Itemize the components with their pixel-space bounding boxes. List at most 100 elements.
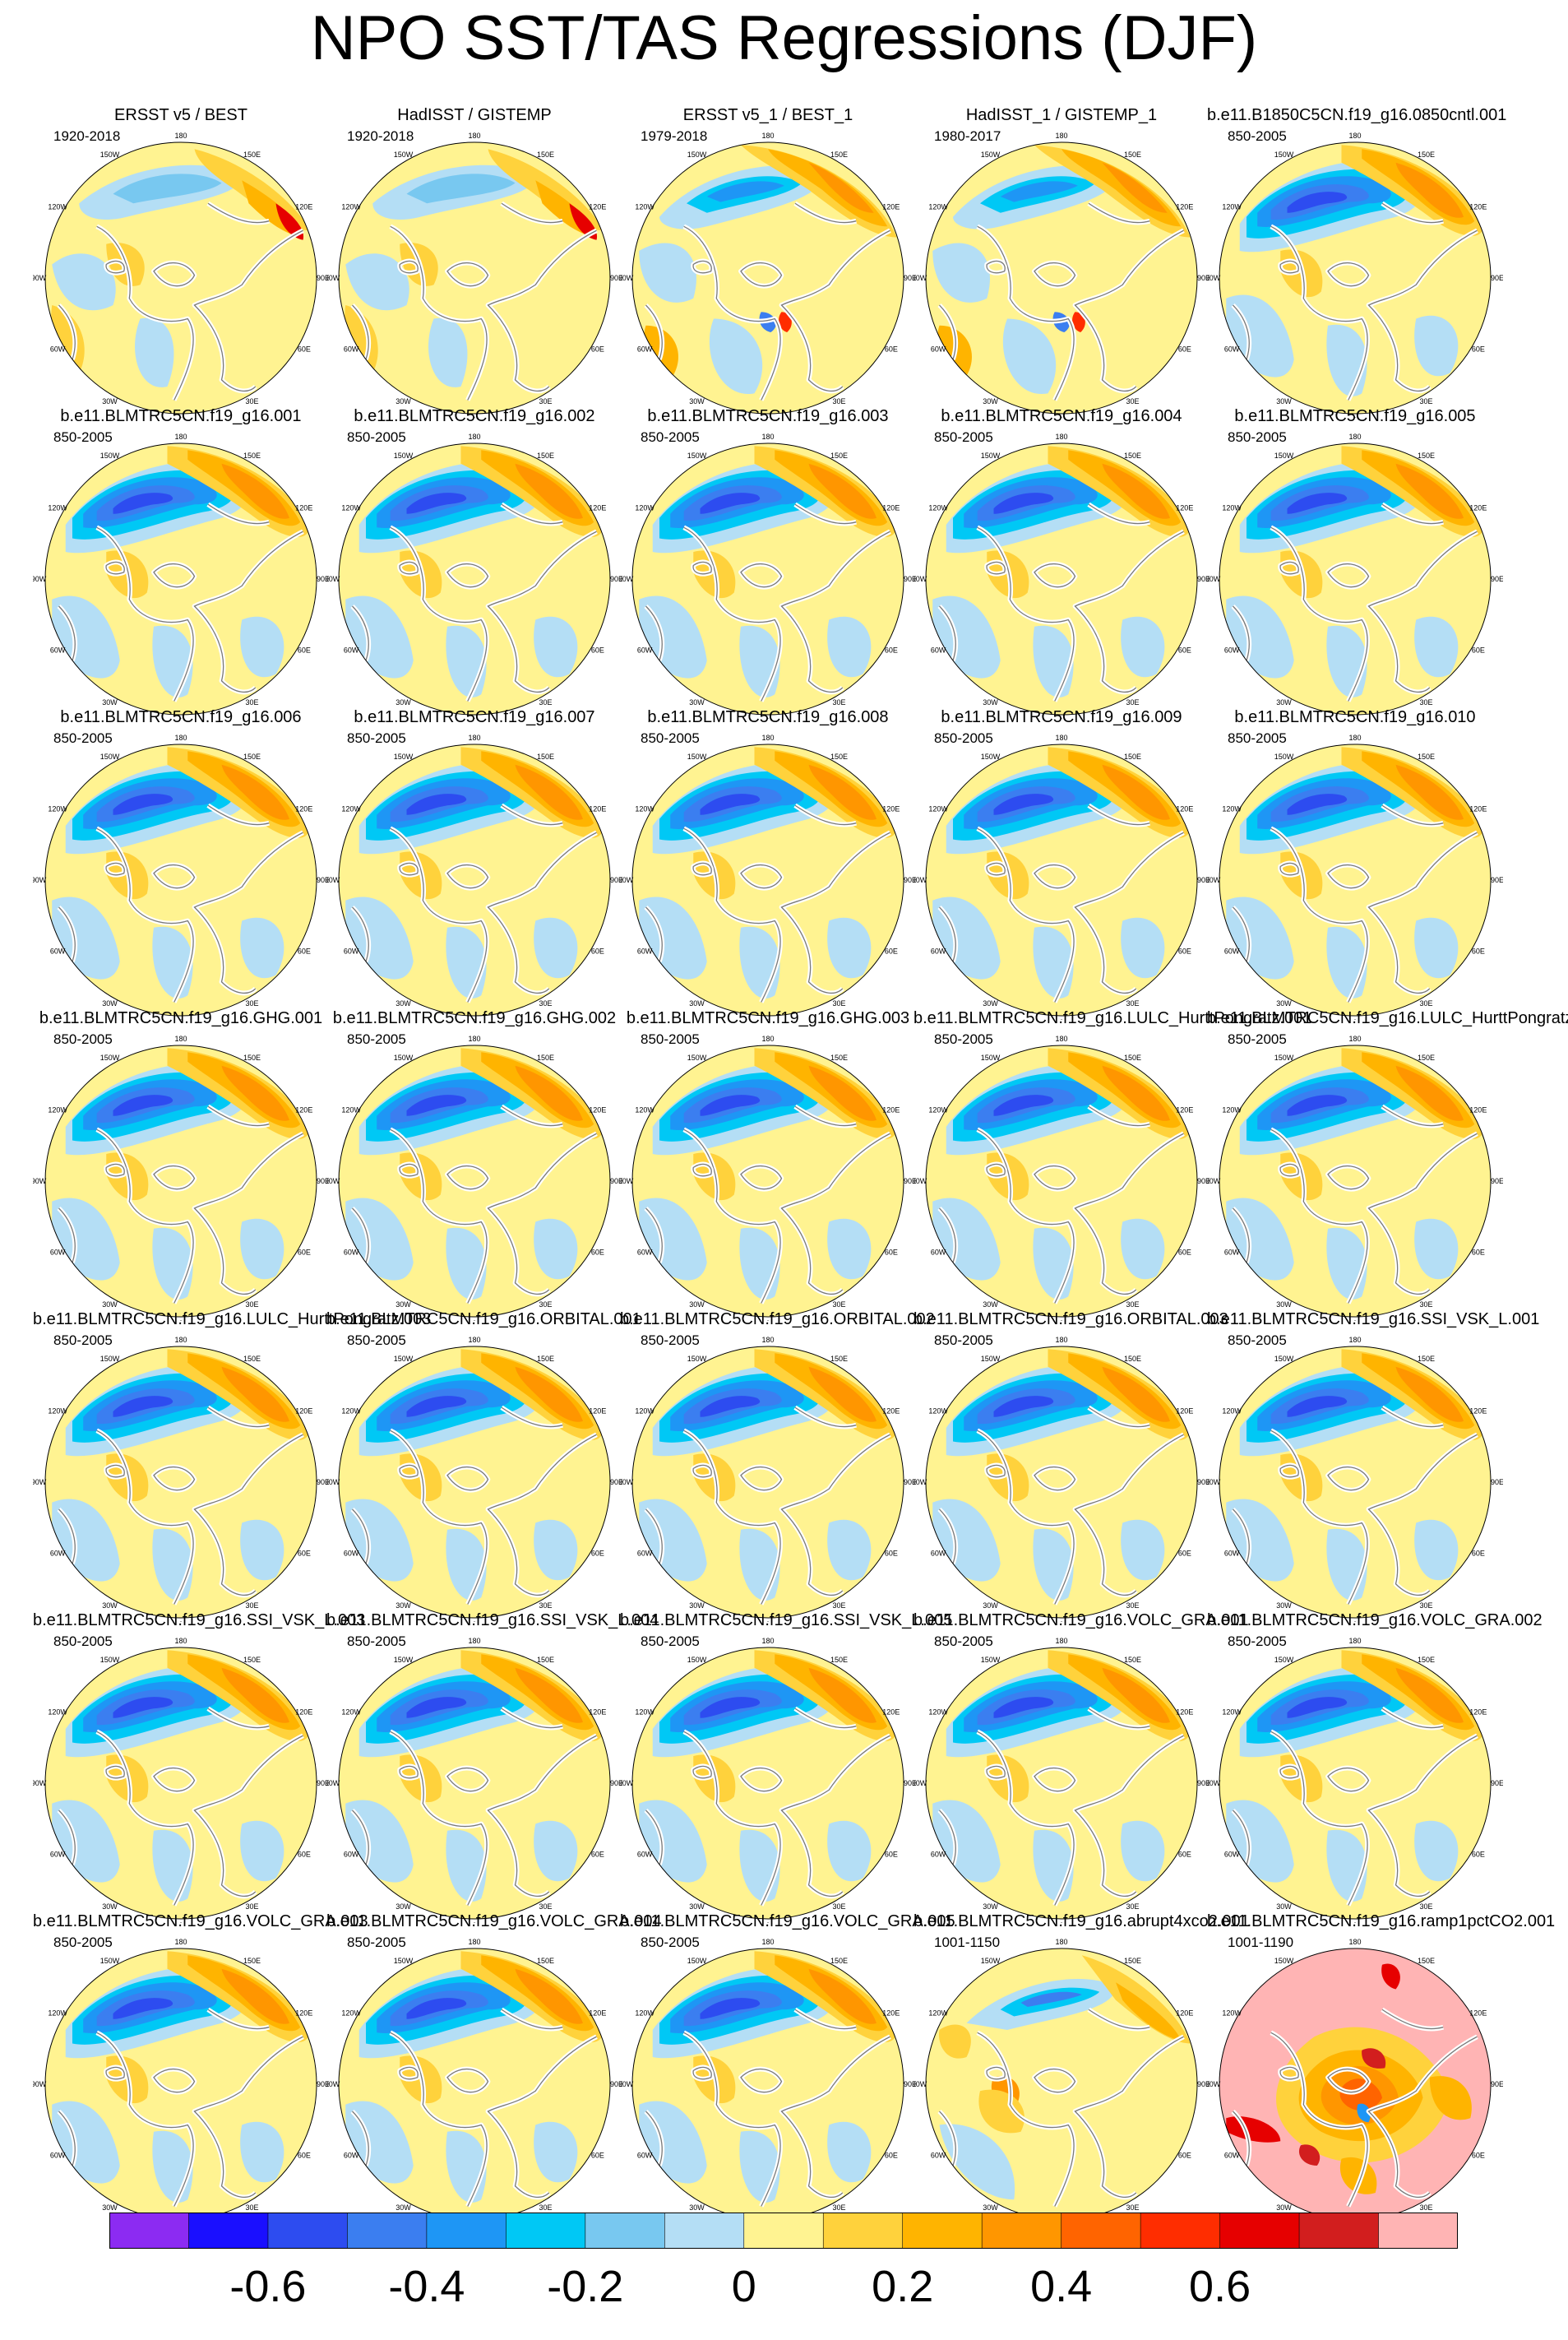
coastline-edge [683,1731,781,1906]
longitude-label: 0 [1059,416,1063,418]
panel-title: b.e11.BLMTRC5CN.f19_g16.GHG.002 [332,1009,617,1027]
longitude-label: 60E [1178,646,1191,655]
longitude-label: 120W [341,2009,361,2018]
panel-title: b.e11.BLMTRC5CN.f19_g16.ORBITAL.003 [914,1310,1228,1328]
longitude-label: 180 [174,132,187,140]
longitude-label: 90E [904,876,916,884]
anomaly-region [275,203,304,240]
longitude-label: 30E [539,397,552,405]
panel-period: 850-2005 [347,1633,406,1649]
longitude-label: 150E [830,1054,848,1062]
coastline-edge [986,1464,1006,1478]
coastline-edge [153,1466,196,1491]
longitude-label: 60W [637,1550,653,1558]
panel-title: b.e11.BLMTRC5CN.f19_g16.SSI_VSK_L.001 [1207,1310,1540,1328]
coastline-edge [986,561,1006,575]
longitude-label: 90E [610,2080,622,2088]
coastline-edge [105,2066,125,2080]
coastline-edge [153,1767,196,1792]
longitude-label: 30W [395,1300,411,1309]
anomaly-region [1395,463,1464,519]
map-panel: b.e11.BLMTRC5CN.f19_g16.001 180 150E 120E 90… [33,406,329,719]
anomaly-region [1121,1820,1165,1882]
map-border [338,1045,611,1318]
longitude-label: 60E [885,1550,898,1558]
longitude-label: 150W [981,753,1001,761]
coastline-edge [794,804,857,826]
map-border [44,744,317,1017]
map-border [338,1346,611,1619]
longitude-label: 30W [689,999,705,1008]
longitude-label: 150E [1124,151,1141,159]
coastline-edge [740,864,783,889]
longitude-label: 60E [591,948,604,956]
coastline-edge [352,1809,369,1865]
polar-map: 180150E120E90E60E30E030W60W90W120W150W [1207,1336,1503,1622]
coastline-edge [352,2111,369,2166]
polar-map: 180150E120E90E60E30E030W60W90W120W150W [914,1035,1210,1321]
anomaly-region [515,1667,583,1723]
longitude-label: 150W [394,1355,414,1363]
anomaly-region [515,764,583,820]
longitude-label: 150E [1124,1957,1141,1965]
longitude-label: 90W [914,1779,927,1787]
map-border [925,443,1198,716]
panel-period: 850-2005 [934,429,993,445]
longitude-label: 90E [317,1779,329,1787]
coastline-edge [207,1105,270,1127]
coastline-edge [501,1406,563,1428]
panel-title: HadISST / GISTEMP [397,106,552,124]
longitude-label: 0 [178,1620,183,1622]
panel-period: 850-2005 [53,1633,113,1649]
coastline-edge [780,1434,890,1596]
coastline-edge [1088,804,1150,826]
polar-map: 180150E120E90E60E30E030W60W90W120W150W [1207,1938,1503,2224]
longitude-label: 30W [1276,1601,1292,1610]
longitude-label: 150W [687,1656,707,1664]
longitude-label: 120W [341,805,361,813]
map-panel: b.e11.BLMTRC5CN.f19_g16.VOLC_GRA.005 180 1… [620,1911,955,2224]
longitude-label: 120E [589,1407,606,1416]
longitude-label: 60W [637,646,653,655]
coastline-edge [1233,605,1250,661]
anomaly-region [808,1366,877,1422]
longitude-label: 60W [637,1851,653,1859]
polar-map: 180150E120E90E60E30E030W60W90W120W150W [914,1938,1210,2224]
longitude-label: 180 [1055,1035,1067,1043]
coastline-edge [399,260,419,274]
longitude-label: 120E [1469,1708,1487,1717]
map-panel: b.e11.BLMTRC5CN.f19_g16.006 180 150E 120E 90… [33,707,329,1020]
longitude-label: 90E [904,1478,916,1486]
anomaly-region [1395,1667,1464,1723]
coastline-edge [645,1508,663,1564]
coastline-edge [1279,1765,1299,1779]
longitude-label: 0 [765,416,770,418]
map-panel: b.e11.BLMTRC5CN.f19_g16.SSI_VSK_L.003 180… [33,1610,365,1923]
longitude-label: 60E [1178,948,1191,956]
longitude-label: 90W [1207,876,1221,884]
panel-period: 1980-2017 [934,128,1001,144]
longitude-label: 150W [687,452,707,460]
map-panel: b.e11.BLMTRC5CN.f19_g16.VOLC_GRA.003 180 1… [33,1911,368,2224]
longitude-label: 30W [983,1300,998,1309]
anomaly-region [827,2121,872,2183]
coastline-edge [1270,827,1368,1003]
longitude-label: 30W [395,698,411,707]
colorbar-segment [1378,2213,1458,2249]
coastline-edge [1381,202,1444,224]
coastline-edge [740,563,783,588]
coastline-edge [193,531,303,693]
colorbar-tick-label: 0.6 [1189,2262,1251,2311]
longitude-label: 90W [914,1177,927,1185]
colorbar-segment [1219,2213,1300,2249]
anomaly-region [1414,1820,1459,1882]
longitude-label: 0 [1353,416,1357,418]
longitude-label: 60W [1224,1249,1240,1257]
longitude-label: 30W [689,2203,705,2212]
map-border [44,141,317,415]
coastline-edge [683,225,781,401]
longitude-label: 180 [1348,734,1361,742]
longitude-label: 150W [100,1957,120,1965]
anomaly-region [113,1697,173,1718]
coastline-edge [487,229,597,392]
